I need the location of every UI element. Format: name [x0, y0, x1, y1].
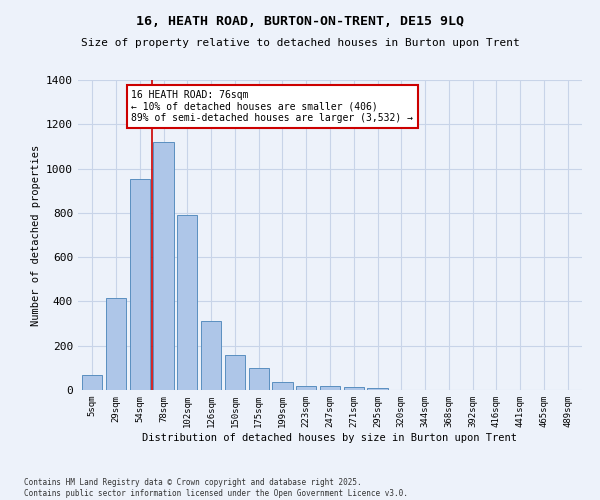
Bar: [106, 298, 126, 390]
Bar: [248, 368, 269, 390]
Text: 16 HEATH ROAD: 76sqm
← 10% of detached houses are smaller (406)
89% of semi-deta: 16 HEATH ROAD: 76sqm ← 10% of detached h…: [131, 90, 413, 123]
Bar: [82, 374, 103, 390]
Bar: [272, 382, 293, 390]
Bar: [225, 354, 245, 390]
Bar: [154, 142, 173, 390]
Y-axis label: Number of detached properties: Number of detached properties: [31, 144, 41, 326]
Bar: [320, 386, 340, 390]
X-axis label: Distribution of detached houses by size in Burton upon Trent: Distribution of detached houses by size …: [143, 432, 517, 442]
Bar: [367, 388, 388, 390]
Text: Contains HM Land Registry data © Crown copyright and database right 2025.
Contai: Contains HM Land Registry data © Crown c…: [24, 478, 408, 498]
Bar: [344, 386, 364, 390]
Text: 16, HEATH ROAD, BURTON-ON-TRENT, DE15 9LQ: 16, HEATH ROAD, BURTON-ON-TRENT, DE15 9L…: [136, 15, 464, 28]
Bar: [177, 215, 197, 390]
Bar: [201, 322, 221, 390]
Text: Size of property relative to detached houses in Burton upon Trent: Size of property relative to detached ho…: [80, 38, 520, 48]
Bar: [130, 178, 150, 390]
Bar: [296, 386, 316, 390]
